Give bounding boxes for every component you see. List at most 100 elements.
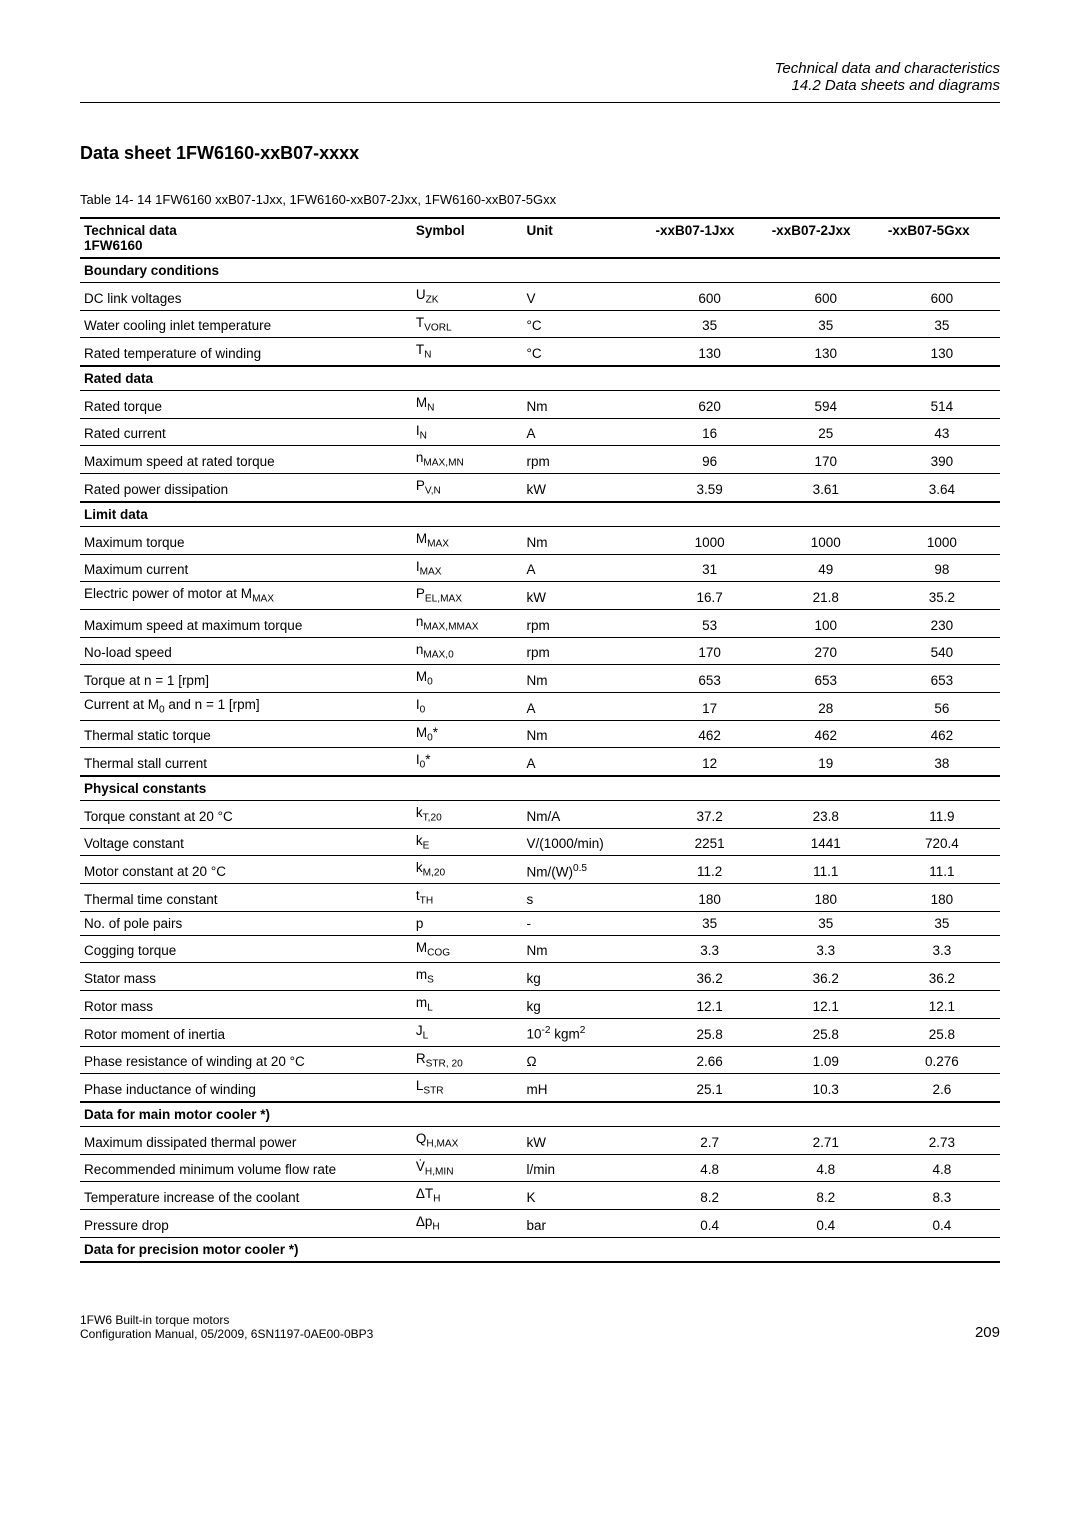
section-header: Limit data <box>80 502 1000 527</box>
row-value: 10.3 <box>768 1074 884 1102</box>
row-symbol: mL <box>412 991 523 1019</box>
col-variant-1: -xxB07-1Jxx <box>652 218 768 258</box>
row-value: 35 <box>884 310 1000 338</box>
row-value: 180 <box>884 884 1000 912</box>
col-label-text: Technical data1FW6160 <box>84 223 408 253</box>
table-caption: Table 14- 14 1FW6160 xxB07-1Jxx, 1FW6160… <box>80 192 1000 207</box>
row-unit: °C <box>522 310 651 338</box>
row-value: 96 <box>652 446 768 474</box>
row-value: 2.71 <box>768 1126 884 1154</box>
row-value: 600 <box>768 283 884 311</box>
row-symbol: JL <box>412 1018 523 1046</box>
header-divider <box>80 102 1000 103</box>
row-value: 2.66 <box>652 1046 768 1074</box>
row-symbol: kE <box>412 828 523 856</box>
row-value: 16.7 <box>652 582 768 610</box>
row-value: 36.2 <box>652 963 768 991</box>
row-value: 3.3 <box>768 935 884 963</box>
row-symbol: nMAX,0 <box>412 637 523 665</box>
row-value: 11.1 <box>884 856 1000 884</box>
table-row: Current at M0 and n = 1 [rpm]I0A172856 <box>80 692 1000 720</box>
row-symbol: I0* <box>412 748 523 776</box>
row-symbol: I0 <box>412 692 523 720</box>
row-value: 0.276 <box>884 1046 1000 1074</box>
row-unit: kW <box>522 582 651 610</box>
table-row: Maximum speed at rated torquenMAX,MNrpm9… <box>80 446 1000 474</box>
row-symbol: MMAX <box>412 526 523 554</box>
row-label: Maximum current <box>80 554 412 582</box>
row-label: Phase resistance of winding at 20 °C <box>80 1046 412 1074</box>
row-value: 23.8 <box>768 801 884 829</box>
page-footer: 1FW6 Built-in torque motors Configuratio… <box>80 1313 1000 1341</box>
section-header: Data for precision motor cooler *) <box>80 1237 1000 1262</box>
row-symbol: nMAX,MN <box>412 446 523 474</box>
row-symbol: PEL,MAX <box>412 582 523 610</box>
row-label: Thermal time constant <box>80 884 412 912</box>
row-label: Rated torque <box>80 391 412 419</box>
row-symbol: kT,20 <box>412 801 523 829</box>
section-title: Physical constants <box>80 776 1000 801</box>
table-row: Rotor massmLkg12.112.112.1 <box>80 991 1000 1019</box>
data-table: Technical data1FW6160 Symbol Unit -xxB07… <box>80 217 1000 1263</box>
row-value: 3.61 <box>768 474 884 502</box>
col-unit: Unit <box>522 218 651 258</box>
row-symbol: MN <box>412 391 523 419</box>
section-header: Boundary conditions <box>80 258 1000 283</box>
row-value: 462 <box>768 720 884 748</box>
row-value: 2.6 <box>884 1074 1000 1102</box>
row-unit: bar <box>522 1209 651 1237</box>
row-value: 36.2 <box>768 963 884 991</box>
row-label: No-load speed <box>80 637 412 665</box>
row-label: DC link voltages <box>80 283 412 311</box>
row-value: 4.8 <box>768 1154 884 1182</box>
row-value: 11.2 <box>652 856 768 884</box>
row-value: 12 <box>652 748 768 776</box>
row-value: 21.8 <box>768 582 884 610</box>
row-symbol: UZK <box>412 283 523 311</box>
row-value: 3.59 <box>652 474 768 502</box>
row-label: Maximum torque <box>80 526 412 554</box>
row-value: 35 <box>652 310 768 338</box>
page-number: 209 <box>975 1324 1000 1341</box>
row-value: 17 <box>652 692 768 720</box>
row-symbol: QH,MAX <box>412 1126 523 1154</box>
row-unit: Nm <box>522 526 651 554</box>
row-value: 35.2 <box>884 582 1000 610</box>
row-symbol: PV,N <box>412 474 523 502</box>
row-unit: °C <box>522 338 651 366</box>
row-symbol: RSTR, 20 <box>412 1046 523 1074</box>
row-symbol: IN <box>412 418 523 446</box>
row-value: 130 <box>652 338 768 366</box>
row-symbol: LSTR <box>412 1074 523 1102</box>
row-unit: 10-2 kgm2 <box>522 1018 651 1046</box>
row-value: 16 <box>652 418 768 446</box>
row-value: 12.1 <box>652 991 768 1019</box>
row-value: 43 <box>884 418 1000 446</box>
row-symbol: IMAX <box>412 554 523 582</box>
row-unit: kW <box>522 1126 651 1154</box>
row-value: 3.3 <box>884 935 1000 963</box>
row-value: 11.1 <box>768 856 884 884</box>
row-label: Cogging torque <box>80 935 412 963</box>
row-value: 2.73 <box>884 1126 1000 1154</box>
row-unit: mH <box>522 1074 651 1102</box>
row-value: 56 <box>884 692 1000 720</box>
row-value: 180 <box>768 884 884 912</box>
row-value: 31 <box>652 554 768 582</box>
row-value: 36.2 <box>884 963 1000 991</box>
section-header: Rated data <box>80 366 1000 391</box>
row-label: Rated power dissipation <box>80 474 412 502</box>
section-title: Boundary conditions <box>80 258 1000 283</box>
row-label: Rotor moment of inertia <box>80 1018 412 1046</box>
row-unit: Nm <box>522 665 651 693</box>
row-label: Motor constant at 20 °C <box>80 856 412 884</box>
table-row: No. of pole pairsp-353535 <box>80 911 1000 935</box>
table-row: Thermal stall currentI0*A121938 <box>80 748 1000 776</box>
section-title: Limit data <box>80 502 1000 527</box>
table-row: Maximum currentIMAXA314998 <box>80 554 1000 582</box>
footer-left: 1FW6 Built-in torque motors Configuratio… <box>80 1313 373 1341</box>
row-symbol: TVORL <box>412 310 523 338</box>
row-label: Thermal stall current <box>80 748 412 776</box>
row-unit: rpm <box>522 446 651 474</box>
row-value: 49 <box>768 554 884 582</box>
